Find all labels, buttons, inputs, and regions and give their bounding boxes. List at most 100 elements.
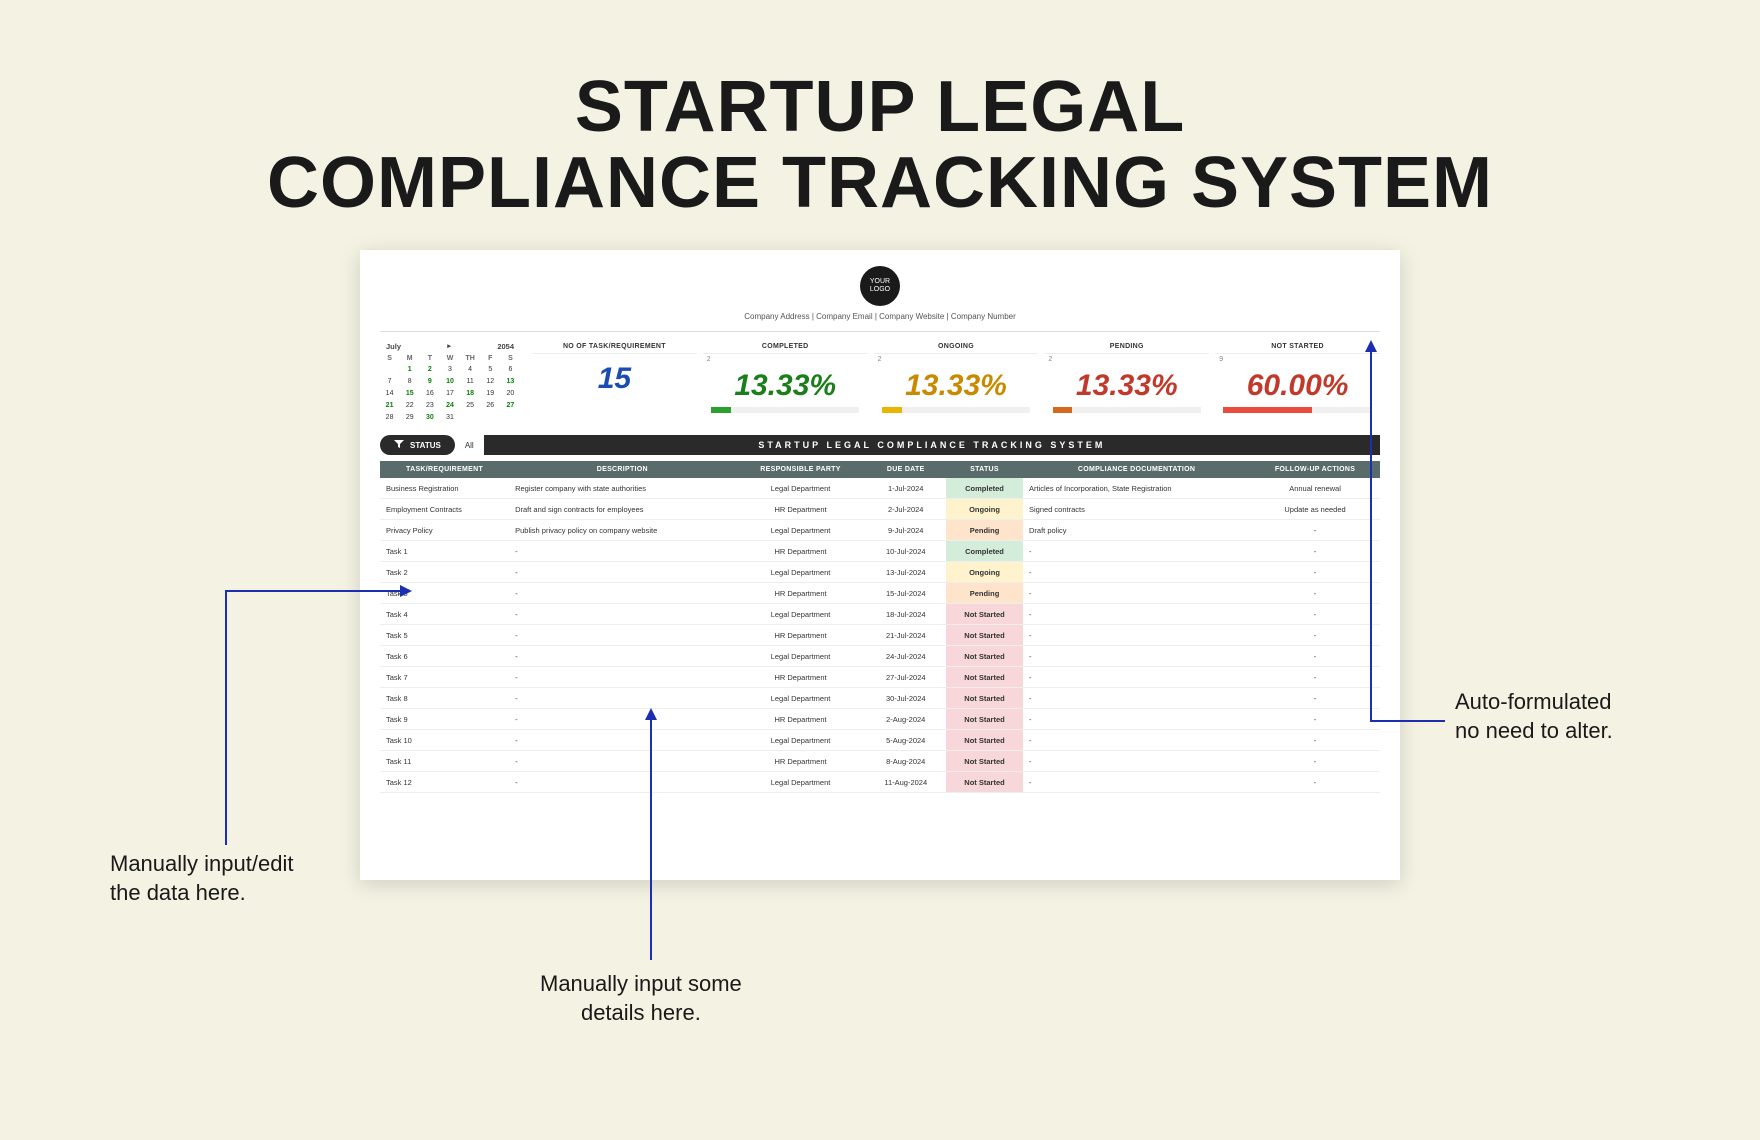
table-row[interactable]: Task 8 - Legal Department 30-Jul-2024 No… (380, 688, 1380, 709)
cell-due[interactable]: 8-Aug-2024 (865, 751, 946, 772)
cell-follow[interactable]: - (1250, 709, 1380, 730)
cell-desc[interactable]: - (509, 541, 735, 562)
cell-task[interactable]: Task 12 (380, 772, 509, 793)
table-row[interactable]: Task 1 - HR Department 10-Jul-2024 Compl… (380, 541, 1380, 562)
cell-follow[interactable]: Annual renewal (1250, 478, 1380, 499)
cal-day[interactable]: 10 (440, 376, 459, 387)
cell-follow[interactable]: - (1250, 583, 1380, 604)
table-header[interactable]: FOLLOW-UP ACTIONS (1250, 461, 1380, 478)
cell-follow[interactable]: Update as needed (1250, 499, 1380, 520)
cell-follow[interactable]: - (1250, 520, 1380, 541)
cell-doc[interactable]: - (1023, 625, 1250, 646)
cell-desc[interactable]: - (509, 625, 735, 646)
cell-follow[interactable]: - (1250, 730, 1380, 751)
cell-task[interactable]: Employment Contracts (380, 499, 509, 520)
table-row[interactable]: Employment Contracts Draft and sign cont… (380, 499, 1380, 520)
cell-task[interactable]: Task 10 (380, 730, 509, 751)
cell-party[interactable]: HR Department (736, 751, 866, 772)
cell-doc[interactable]: Articles of Incorporation, State Registr… (1023, 478, 1250, 499)
cell-status[interactable]: Not Started (946, 625, 1023, 646)
cal-day[interactable]: 22 (400, 400, 419, 411)
cell-follow[interactable]: - (1250, 667, 1380, 688)
cal-day[interactable] (461, 412, 480, 423)
cal-day[interactable]: 2 (420, 364, 439, 375)
cal-day[interactable]: 13 (501, 376, 520, 387)
cal-day[interactable] (501, 412, 520, 423)
cell-due[interactable]: 21-Jul-2024 (865, 625, 946, 646)
cell-doc[interactable]: Draft policy (1023, 520, 1250, 541)
cal-day[interactable]: 5 (481, 364, 500, 375)
cell-task[interactable]: Task 6 (380, 646, 509, 667)
cell-party[interactable]: Legal Department (736, 646, 866, 667)
cal-day[interactable]: 27 (501, 400, 520, 411)
cell-due[interactable]: 27-Jul-2024 (865, 667, 946, 688)
cell-desc[interactable]: - (509, 583, 735, 604)
cal-day[interactable]: 11 (461, 376, 480, 387)
cal-day[interactable]: 17 (440, 388, 459, 399)
cell-task[interactable]: Task 4 (380, 604, 509, 625)
cell-party[interactable]: HR Department (736, 625, 866, 646)
cell-follow[interactable]: - (1250, 625, 1380, 646)
status-filter-button[interactable]: STATUS (380, 435, 455, 455)
cell-doc[interactable]: - (1023, 772, 1250, 793)
cell-status[interactable]: Completed (946, 478, 1023, 499)
cell-task[interactable]: Task 9 (380, 709, 509, 730)
cell-status[interactable]: Ongoing (946, 562, 1023, 583)
cell-task[interactable]: Privacy Policy (380, 520, 509, 541)
cell-status[interactable]: Not Started (946, 772, 1023, 793)
cal-day[interactable]: 6 (501, 364, 520, 375)
cell-doc[interactable]: - (1023, 730, 1250, 751)
cell-task[interactable]: Business Registration (380, 478, 509, 499)
cell-follow[interactable]: - (1250, 772, 1380, 793)
cell-status[interactable]: Not Started (946, 730, 1023, 751)
cal-day[interactable]: 29 (400, 412, 419, 423)
cal-day[interactable]: 1 (400, 364, 419, 375)
cell-party[interactable]: HR Department (736, 499, 866, 520)
cell-status[interactable]: Ongoing (946, 499, 1023, 520)
cell-doc[interactable]: - (1023, 688, 1250, 709)
cal-day[interactable]: 31 (440, 412, 459, 423)
table-row[interactable]: Task 2 - Legal Department 13-Jul-2024 On… (380, 562, 1380, 583)
cal-day[interactable] (481, 412, 500, 423)
table-row[interactable]: Task 5 - HR Department 21-Jul-2024 Not S… (380, 625, 1380, 646)
cell-party[interactable]: Legal Department (736, 562, 866, 583)
table-row[interactable]: Task 4 - Legal Department 18-Jul-2024 No… (380, 604, 1380, 625)
cell-party[interactable]: HR Department (736, 709, 866, 730)
cell-status[interactable]: Not Started (946, 604, 1023, 625)
cell-task[interactable]: Task 8 (380, 688, 509, 709)
cell-status[interactable]: Not Started (946, 688, 1023, 709)
table-header[interactable]: STATUS (946, 461, 1023, 478)
cell-desc[interactable]: - (509, 751, 735, 772)
cell-due[interactable]: 5-Aug-2024 (865, 730, 946, 751)
cal-day[interactable]: 26 (481, 400, 500, 411)
cell-follow[interactable]: - (1250, 541, 1380, 562)
cell-doc[interactable]: - (1023, 541, 1250, 562)
cell-party[interactable]: Legal Department (736, 604, 866, 625)
cal-nav-icon[interactable]: ▸ (447, 342, 451, 351)
cal-day[interactable]: 28 (380, 412, 399, 423)
table-row[interactable]: Task 11 - HR Department 8-Aug-2024 Not S… (380, 751, 1380, 772)
cell-task[interactable]: Task 2 (380, 562, 509, 583)
cell-task[interactable]: Task 11 (380, 751, 509, 772)
table-row[interactable]: Task 6 - Legal Department 24-Jul-2024 No… (380, 646, 1380, 667)
cell-due[interactable]: 15-Jul-2024 (865, 583, 946, 604)
table-row[interactable]: Business Registration Register company w… (380, 478, 1380, 499)
cell-party[interactable]: Legal Department (736, 772, 866, 793)
cell-doc[interactable]: - (1023, 646, 1250, 667)
cell-task[interactable]: Task 7 (380, 667, 509, 688)
cal-day[interactable]: 18 (461, 388, 480, 399)
cell-due[interactable]: 13-Jul-2024 (865, 562, 946, 583)
cell-status[interactable]: Pending (946, 520, 1023, 541)
cell-party[interactable]: Legal Department (736, 520, 866, 541)
cell-desc[interactable]: - (509, 730, 735, 751)
cal-day[interactable] (380, 364, 399, 375)
cal-day[interactable]: 12 (481, 376, 500, 387)
cell-due[interactable]: 1-Jul-2024 (865, 478, 946, 499)
cell-desc[interactable]: - (509, 772, 735, 793)
cell-task[interactable]: Task 1 (380, 541, 509, 562)
cal-day[interactable]: 14 (380, 388, 399, 399)
table-header[interactable]: DESCRIPTION (509, 461, 735, 478)
cell-party[interactable]: HR Department (736, 667, 866, 688)
cell-doc[interactable]: - (1023, 562, 1250, 583)
cell-party[interactable]: HR Department (736, 583, 866, 604)
